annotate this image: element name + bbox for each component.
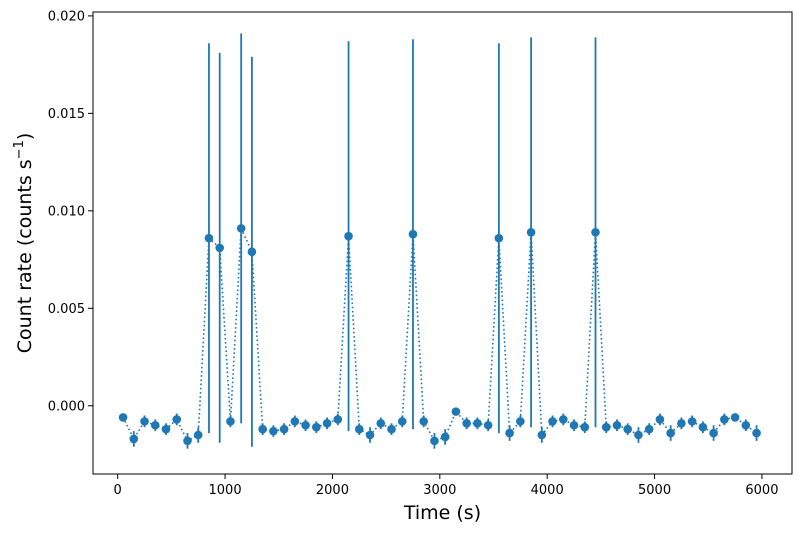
data-point	[161, 424, 171, 434]
data-point	[269, 426, 278, 436]
y-tick-label: 0.015	[48, 107, 85, 122]
data-point	[612, 420, 622, 430]
data-point	[580, 422, 590, 432]
data-point	[118, 413, 128, 422]
series-line	[122, 228, 758, 442]
data-point	[644, 424, 654, 434]
data-point	[172, 415, 182, 424]
x-tick-label: 2000	[316, 483, 349, 498]
data-point	[279, 424, 289, 434]
data-point	[548, 417, 557, 426]
data-point	[236, 224, 246, 233]
data-point	[258, 424, 267, 434]
data-point	[140, 417, 149, 426]
data-point	[558, 415, 568, 424]
data-point	[666, 428, 675, 438]
data-point	[505, 428, 514, 438]
data-point	[129, 434, 139, 444]
y-axis-label-close: )	[14, 133, 36, 140]
data-point	[354, 424, 364, 434]
data-point	[344, 231, 353, 241]
data-point	[483, 420, 493, 430]
data-point	[591, 227, 600, 237]
data-point	[397, 417, 407, 426]
data-point	[462, 419, 471, 428]
data-point	[677, 419, 686, 428]
y-axis-label-superscript: −1	[12, 140, 27, 159]
data-point	[365, 430, 375, 440]
data-point	[419, 417, 429, 426]
data-point	[741, 420, 751, 430]
data-point	[655, 415, 665, 424]
data-point	[687, 417, 697, 426]
x-tick-label: 5000	[638, 483, 671, 498]
y-tick-label: 0.020	[48, 9, 85, 24]
data-point	[290, 417, 300, 426]
data-point	[312, 422, 321, 432]
plot-frame	[92, 11, 793, 475]
y-axis-label-main: Count rate (counts s	[14, 159, 36, 353]
x-axis-label: Time (s)	[403, 502, 481, 524]
data-point	[601, 422, 611, 432]
y-tick-label: 0.000	[48, 399, 85, 414]
data-point	[537, 430, 547, 440]
data-layer	[118, 33, 761, 449]
data-point	[387, 424, 396, 434]
data-point	[720, 415, 729, 424]
x-tick-label: 0	[114, 483, 122, 498]
data-point	[322, 419, 332, 428]
y-axis: 0.000 0.005 0.010 0.015 0.020	[48, 9, 93, 414]
data-point	[730, 413, 740, 422]
data-point	[333, 415, 343, 424]
data-point	[215, 243, 225, 253]
data-point	[440, 432, 450, 442]
data-point	[376, 419, 386, 428]
data-point	[634, 430, 643, 440]
data-point	[204, 233, 214, 243]
data-point	[247, 247, 257, 257]
y-tick-label: 0.005	[48, 302, 85, 317]
x-tick-label: 6000	[745, 483, 778, 498]
data-point	[408, 229, 418, 239]
x-tick-label: 1000	[209, 483, 242, 498]
data-point	[516, 417, 525, 426]
x-tick-label: 3000	[423, 483, 456, 498]
y-axis-label: Count rate (counts s−1)	[12, 133, 36, 354]
data-point	[473, 419, 482, 428]
data-point	[193, 430, 203, 440]
data-point	[226, 417, 235, 426]
data-point	[526, 227, 536, 237]
data-point	[569, 420, 579, 430]
y-tick-label: 0.010	[48, 204, 85, 219]
data-point	[150, 420, 160, 430]
data-point	[494, 233, 504, 243]
data-point	[301, 420, 310, 430]
data-point	[709, 428, 718, 438]
data-point	[183, 436, 192, 446]
x-axis: 0 1000 2000 3000 4000 5000 6000	[114, 474, 778, 498]
data-point	[451, 407, 461, 416]
data-point	[752, 428, 761, 438]
data-point	[430, 436, 439, 446]
data-point	[623, 424, 633, 434]
data-point	[698, 422, 708, 432]
x-tick-label: 4000	[531, 483, 564, 498]
